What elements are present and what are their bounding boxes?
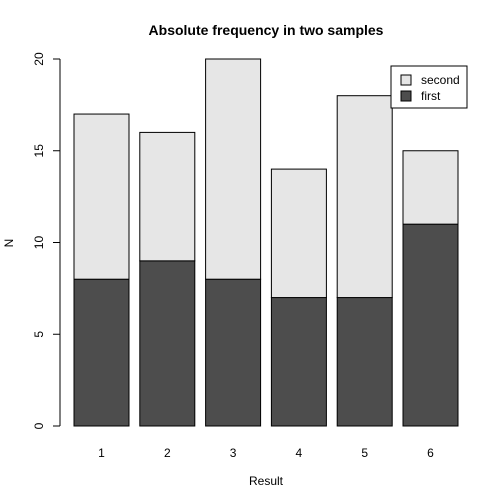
x-axis-label: Result [249,474,284,488]
y-axis: 0 5 10 15 20 [32,52,61,429]
x-tick-label: 2 [164,446,171,460]
bar-second-1 [73,113,130,280]
legend-label-second: second [421,73,460,87]
x-axis-tick-labels: 1 2 3 4 5 6 [98,446,434,460]
bar-first-2 [139,260,196,427]
bar-first-1 [73,278,130,427]
legend-label-first: first [421,89,441,103]
bar-first-5 [336,297,393,427]
bar-second-4 [270,168,327,299]
y-tick-label: 10 [32,236,46,250]
x-tick-label: 3 [230,446,237,460]
y-tick-label: 20 [32,52,46,66]
x-tick-label: 1 [98,446,105,460]
legend-swatch-second [400,74,412,86]
bar-first-4 [270,297,327,427]
y-tick-label: 0 [32,422,46,429]
bar-second-6 [402,150,459,225]
legend: second first [390,65,468,109]
x-tick-label: 5 [361,446,368,460]
bar-first-3 [205,278,262,427]
chart-title: Absolute frequency in two samples [149,22,384,38]
legend-swatch-first [400,90,412,102]
bar-second-2 [139,131,196,262]
y-tick-label: 5 [32,331,46,338]
bars [73,58,459,427]
bar-first-6 [402,223,459,427]
y-tick-label: 15 [32,144,46,158]
x-tick-label: 4 [296,446,303,460]
y-axis-label: N [2,239,16,248]
bar-second-5 [336,95,393,299]
bar-second-3 [205,58,262,280]
x-tick-label: 6 [427,446,434,460]
